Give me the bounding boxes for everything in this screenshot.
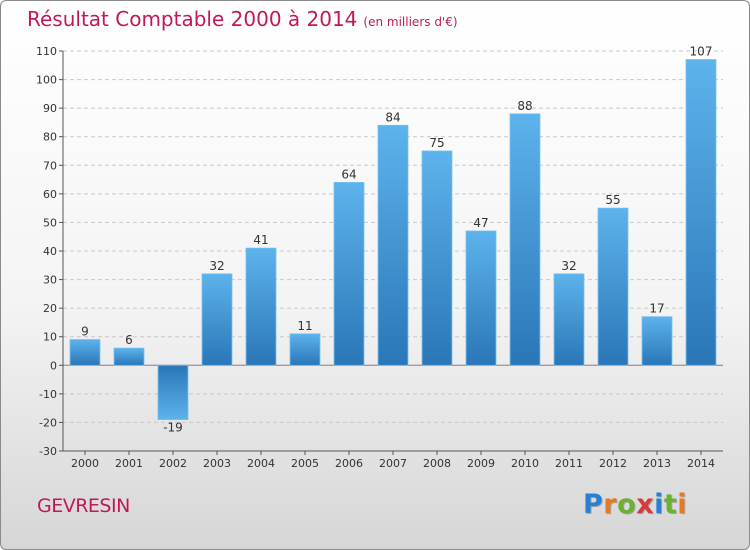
y-tick-label: 90	[43, 102, 57, 115]
y-tick-label: 20	[43, 302, 57, 315]
bar	[421, 150, 453, 366]
x-tick-label: 2001	[115, 457, 143, 470]
chart-title: Résultat Comptable 2000 à 2014 (en millie…	[27, 7, 458, 31]
bar	[69, 339, 101, 366]
bar	[641, 316, 673, 366]
x-tick-label: 2008	[423, 457, 451, 470]
bar	[113, 347, 145, 366]
logo-letter: x	[636, 489, 655, 520]
x-tick-label: 2003	[203, 457, 231, 470]
x-tick-label: 2004	[247, 457, 275, 470]
data-label: 9	[81, 325, 89, 339]
y-tick-label: 50	[43, 216, 57, 229]
bar	[289, 333, 321, 366]
y-tick-label: 110	[36, 45, 57, 58]
x-tick-label: 2006	[335, 457, 363, 470]
bar	[465, 230, 497, 366]
data-label: 6	[125, 333, 133, 347]
data-label: 11	[297, 319, 312, 333]
data-label: 17	[649, 302, 664, 316]
x-tick-label: 2012	[599, 457, 627, 470]
x-tick-label: 2007	[379, 457, 407, 470]
bar	[157, 364, 189, 420]
y-tick-label: -30	[39, 445, 57, 458]
logo-letter: t	[663, 489, 678, 520]
bar	[201, 273, 233, 366]
y-tick-label: 0	[50, 359, 57, 372]
x-tick-label: 2009	[467, 457, 495, 470]
y-tick-label: 70	[43, 159, 57, 172]
data-label: 107	[690, 45, 713, 59]
chart-title-text: Résultat Comptable 2000 à 2014	[27, 7, 358, 31]
data-label: 32	[561, 259, 576, 273]
bar	[333, 182, 365, 366]
data-label: 55	[605, 193, 620, 207]
data-label: 64	[341, 167, 356, 181]
x-tick-label: 2002	[159, 457, 187, 470]
y-tick-label: 30	[43, 274, 57, 287]
logo-letter: i	[654, 489, 664, 520]
data-label: -19	[163, 421, 183, 435]
x-axis: 2000 2001 2002 2003 2004 2005 2006 2007 2008 2009…	[63, 450, 723, 470]
data-label: 41	[253, 233, 268, 247]
bar	[553, 273, 585, 366]
y-tick-label: -20	[39, 416, 57, 429]
data-label: 88	[517, 99, 532, 113]
data-label: 84	[385, 110, 400, 124]
y-axis: -30 -20 -10 0 10 20 30 40 50 60 70 80 90 100 110	[36, 45, 64, 458]
data-label: 47	[473, 216, 488, 230]
bars: 9 6 -19 32 41 11 64 84 75 47 88 32 55 17 107	[69, 45, 717, 435]
y-tick-label: 100	[36, 74, 57, 87]
proxiti-logo: Proxiti	[583, 489, 687, 520]
bar	[597, 207, 629, 366]
x-tick-label: 2014	[687, 457, 715, 470]
y-tick-label: 80	[43, 131, 57, 144]
x-tick-label: 2010	[511, 457, 539, 470]
bar	[509, 113, 541, 366]
data-label: 75	[429, 136, 444, 150]
bar	[377, 124, 409, 366]
logo-letter: o	[617, 489, 637, 520]
bar	[685, 59, 717, 366]
y-tick-label: 60	[43, 188, 57, 201]
bar	[245, 247, 277, 366]
x-tick-label: 2011	[555, 457, 583, 470]
x-tick-label: 2005	[291, 457, 319, 470]
commune-name: GEVRESIN	[37, 495, 130, 517]
y-tick-label: 10	[43, 331, 57, 344]
logo-letter: r	[603, 489, 618, 520]
logo-letter: i	[677, 489, 688, 520]
data-label: 32	[209, 259, 224, 273]
x-tick-label: 2000	[71, 457, 99, 470]
chart-subtitle: (en milliers d'€)	[363, 15, 458, 29]
x-tick-label: 2013	[643, 457, 671, 470]
y-tick-label: 40	[43, 245, 57, 258]
y-tick-label: -10	[39, 388, 57, 401]
logo-letter: P	[583, 489, 604, 520]
